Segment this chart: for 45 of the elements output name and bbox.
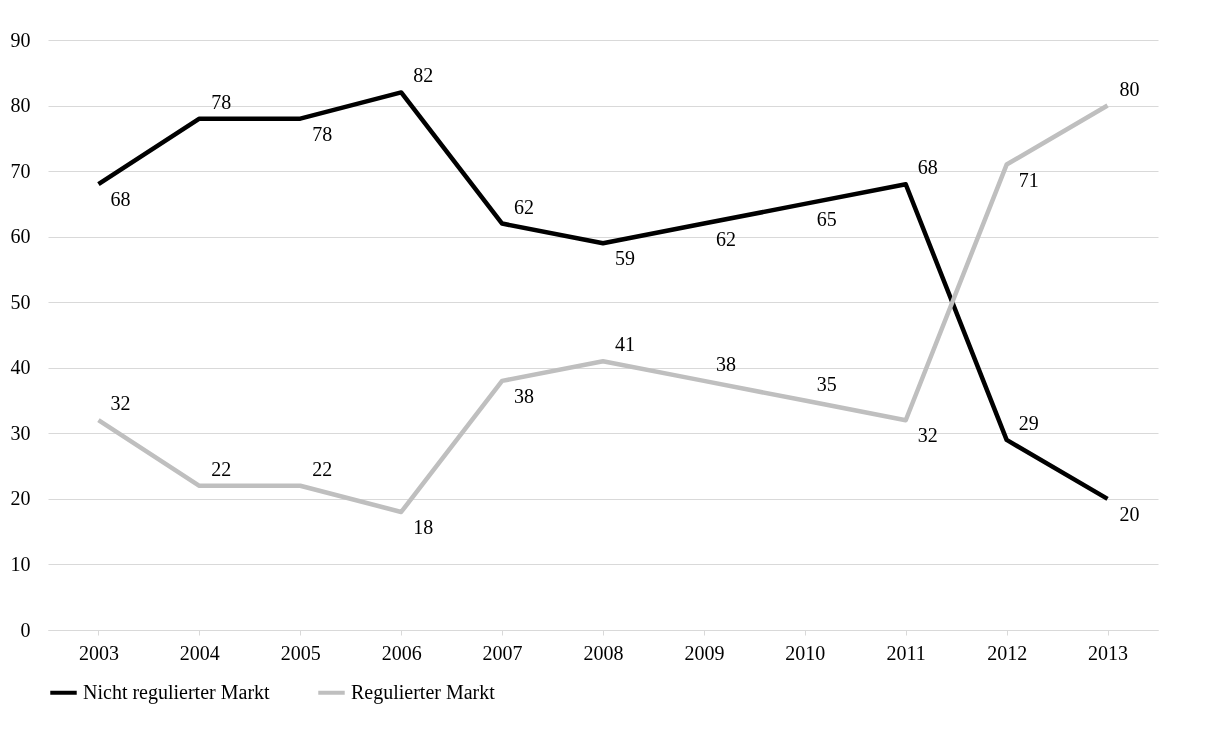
data-label: 62 [715, 227, 736, 250]
data-label: 38 [715, 352, 736, 375]
y-tick-label: 40 [10, 356, 31, 379]
y-tick-label: 60 [10, 225, 31, 248]
x-tick-label: 2004 [179, 641, 220, 664]
y-tick-label: 80 [10, 94, 31, 117]
x-tick-label: 2008 [583, 641, 624, 664]
y-tick-label: 0 [20, 618, 31, 641]
legend-label: Nicht regulierter Markt [83, 680, 271, 704]
legend-label: Regulierter Markt [351, 680, 496, 704]
data-label: 68 [110, 188, 131, 211]
data-label: 38 [514, 384, 535, 407]
y-tick-label: 50 [10, 290, 31, 313]
x-tick-label: 2011 [886, 641, 926, 664]
data-label: 68 [917, 156, 938, 179]
x-tick-label: 2010 [785, 641, 826, 664]
x-tick-label: 2013 [1088, 641, 1129, 664]
y-tick-label: 20 [10, 487, 31, 510]
data-label: 65 [816, 207, 837, 230]
x-tick-label: 2012 [987, 641, 1028, 664]
data-label: 59 [615, 247, 635, 270]
data-label: 71 [1018, 168, 1039, 191]
data-label: 41 [615, 333, 635, 356]
x-tick-label: 2005 [280, 641, 321, 664]
data-label: 32 [110, 392, 131, 415]
x-tick-label: 2003 [78, 641, 119, 664]
data-label: 29 [1018, 411, 1039, 434]
data-label: 35 [816, 372, 837, 395]
x-tick-label: 2007 [482, 641, 523, 664]
x-tick-label: 2009 [684, 641, 725, 664]
data-label: 22 [211, 457, 232, 480]
data-label: 22 [312, 457, 333, 480]
data-label: 82 [413, 64, 434, 87]
data-label: 78 [312, 122, 333, 145]
x-tick-label: 2006 [381, 641, 422, 664]
data-label: 20 [1119, 502, 1140, 525]
data-label: 80 [1119, 77, 1140, 100]
data-label: 62 [514, 195, 535, 218]
data-label: 78 [211, 90, 232, 113]
y-tick-label: 30 [10, 421, 31, 444]
data-label: 18 [413, 516, 434, 538]
data-label: 32 [917, 424, 938, 447]
y-tick-label: 90 [10, 28, 31, 51]
y-tick-label: 10 [10, 552, 31, 575]
y-tick-label: 70 [10, 159, 31, 182]
